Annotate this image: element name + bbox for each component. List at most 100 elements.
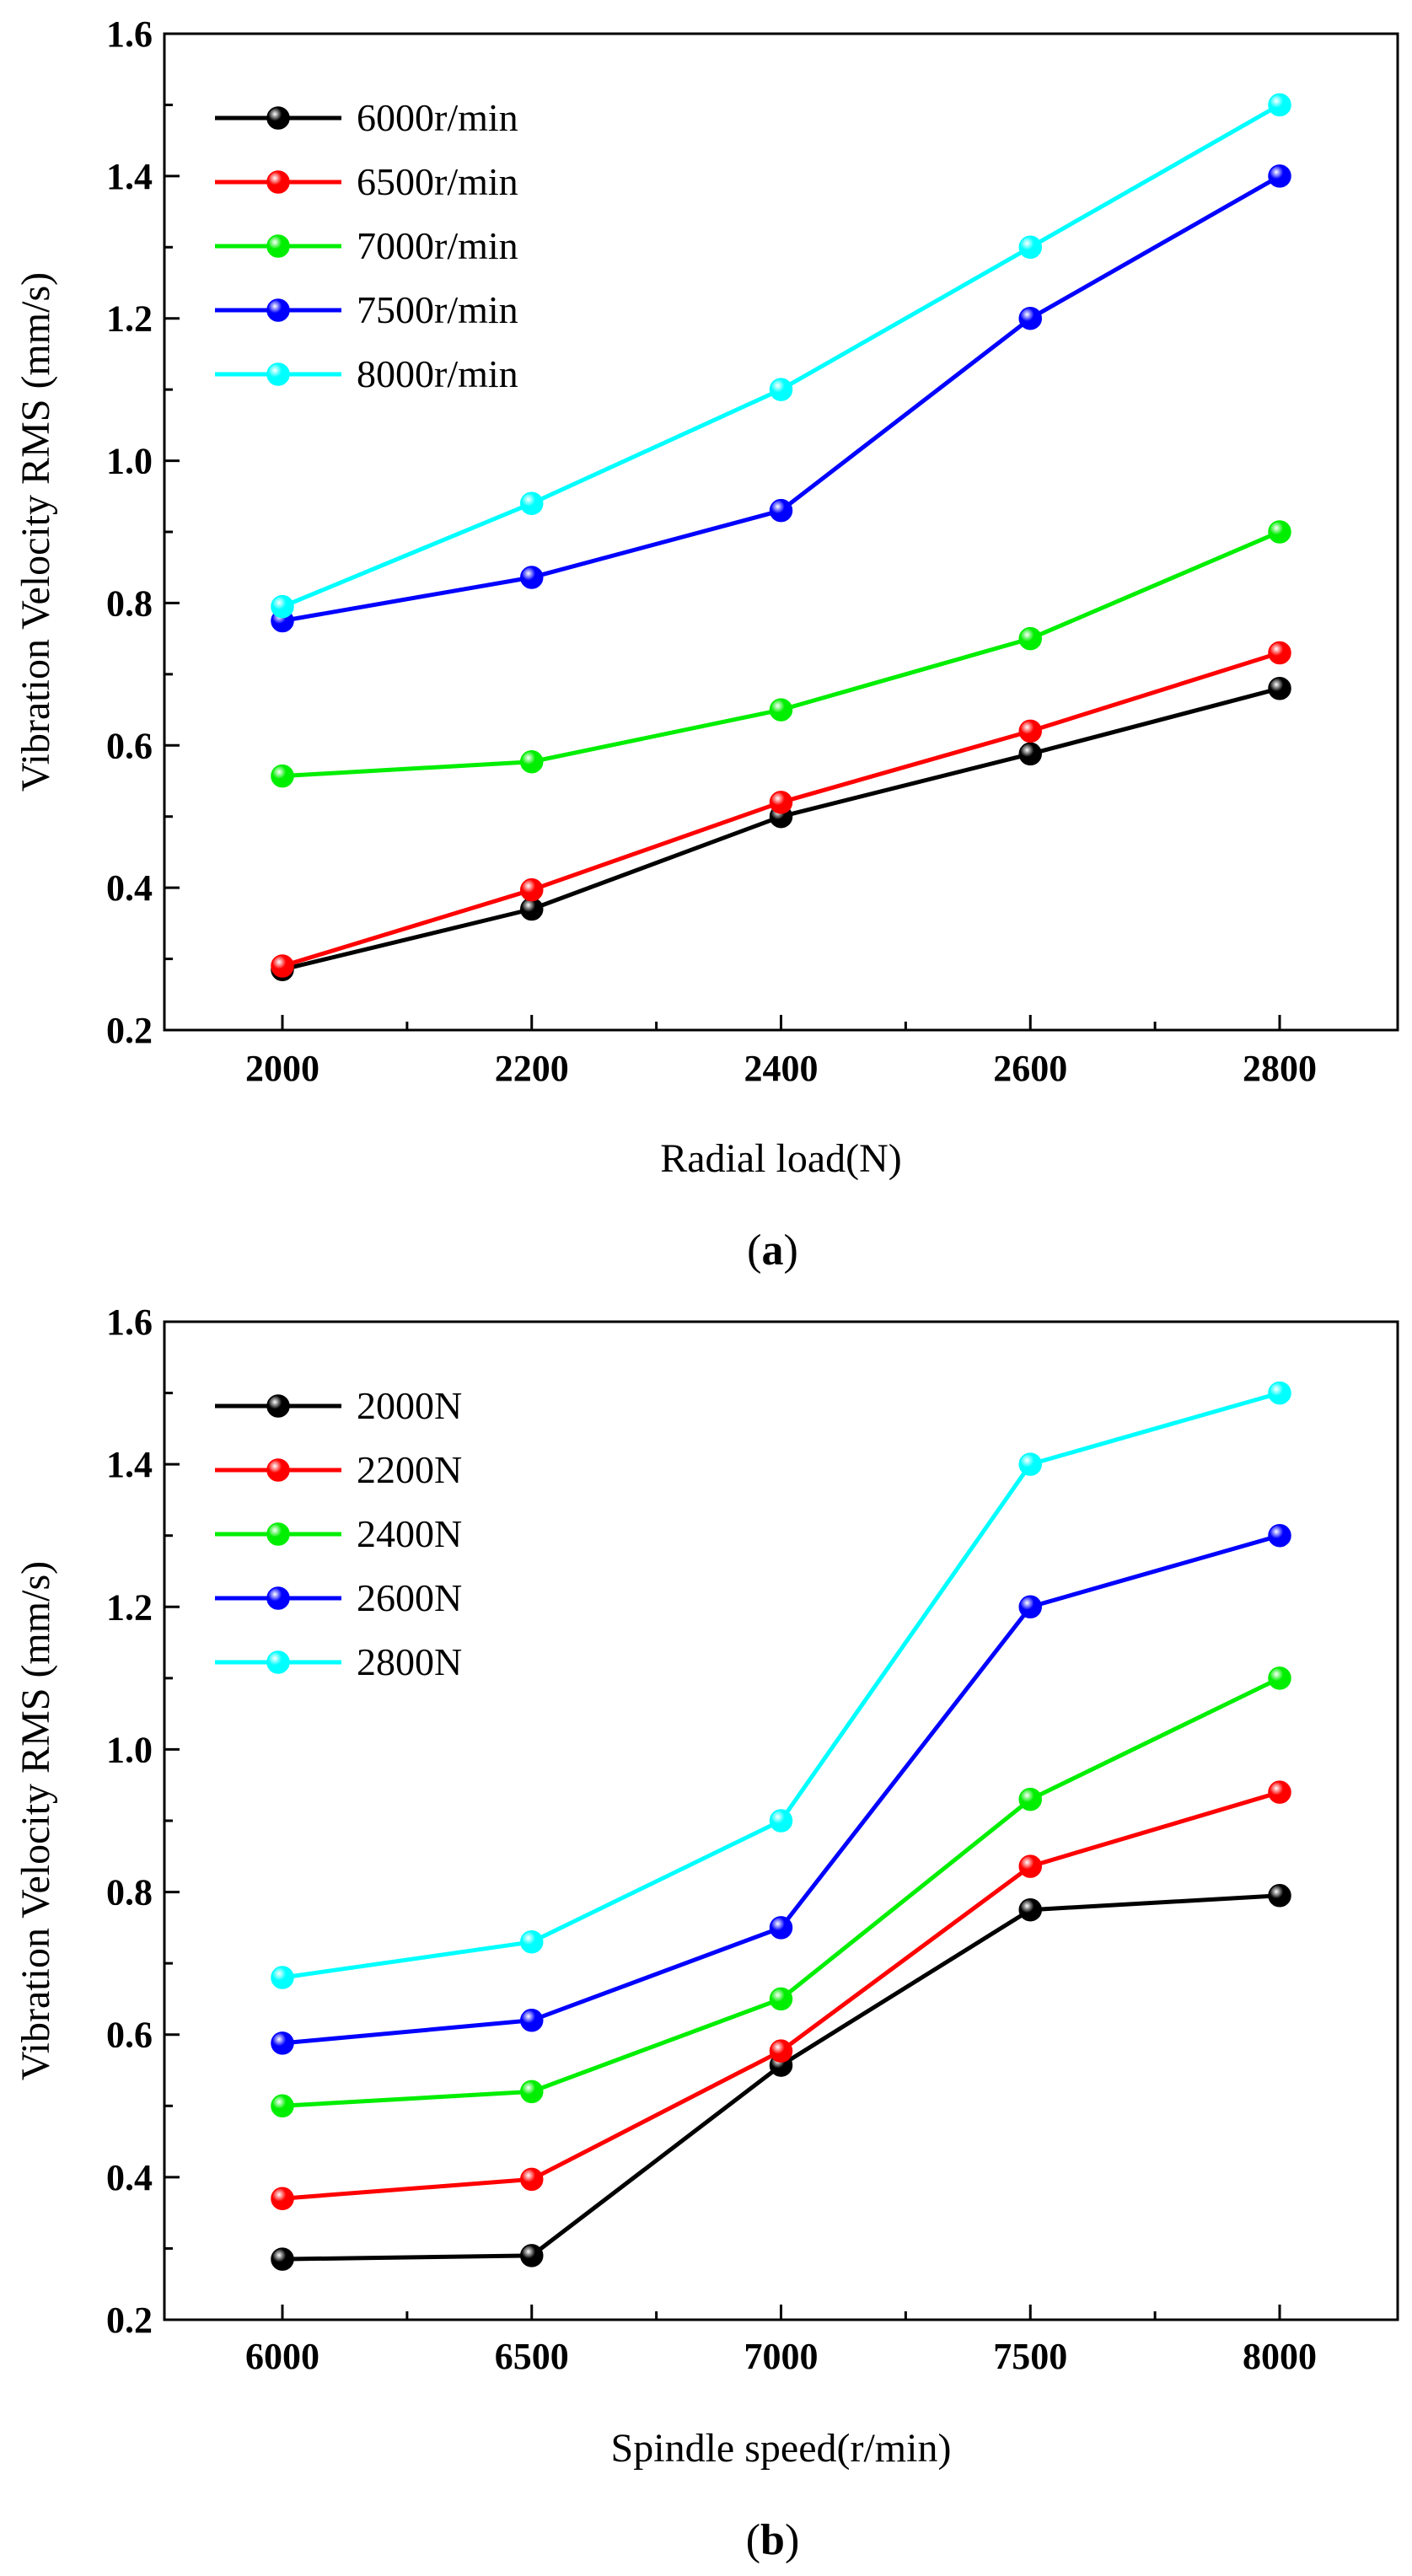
data-point <box>1268 164 1291 188</box>
y-axis-title: Vibration Velocity RMS (mm/s) <box>13 1561 58 2080</box>
legend-marker <box>266 106 290 130</box>
x-axis-title: Radial load(N) <box>660 1136 902 1181</box>
legend-item: 6500r/min <box>215 160 518 203</box>
x-tick-label: 2600 <box>993 1048 1067 1089</box>
data-point <box>271 594 294 619</box>
series-2000N <box>271 1884 1291 2271</box>
data-point <box>271 1966 294 1989</box>
y-tick-label: 0.2 <box>106 1010 153 1051</box>
data-point <box>520 2244 544 2267</box>
legend-item: 2600N <box>215 1576 462 1619</box>
y-tick-label: 1.2 <box>106 298 153 340</box>
x-tick-label: 2000 <box>245 1048 319 1089</box>
x-axis-title: Spindle speed(r/min) <box>611 2426 952 2471</box>
data-point <box>1018 306 1042 330</box>
series-8000r/min <box>271 93 1291 619</box>
data-point <box>520 566 544 589</box>
data-point <box>1268 1523 1291 1548</box>
data-point <box>1268 1780 1291 1804</box>
legend-marker <box>266 298 290 322</box>
legend-item: 7500r/min <box>215 288 518 331</box>
y-tick-label: 0.6 <box>106 2015 153 2056</box>
data-point <box>520 749 544 774</box>
data-point <box>520 2167 544 2192</box>
y-tick-label: 0.4 <box>106 867 153 909</box>
data-point <box>520 877 544 902</box>
x-tick-label: 2200 <box>495 1048 569 1089</box>
data-point <box>1018 1787 1042 1811</box>
legend-item: 7000r/min <box>215 224 518 267</box>
legend-label: 2600N <box>357 1576 462 1619</box>
legend-label: 7000r/min <box>357 224 518 267</box>
series-line <box>282 686 1280 972</box>
data-point <box>1268 1884 1291 1908</box>
legend-marker <box>266 1650 290 1674</box>
chart-panel-a: 0.2 0.4 0.6 0.8 1.0 1.2 1.4 1.6 2000 2200 2400 2600… <box>13 13 1399 1275</box>
panel-label-letter: a <box>762 1226 784 1275</box>
data-point <box>1268 1666 1291 1690</box>
data-point <box>1018 719 1042 743</box>
legend-item: 2000N <box>215 1384 462 1427</box>
data-point <box>769 1987 793 2011</box>
x-tick-label: 6500 <box>495 2336 569 2377</box>
data-point <box>520 2009 544 2032</box>
y-tick-label: 1.6 <box>106 13 153 55</box>
legend-marker <box>266 1586 290 1610</box>
series-2200N <box>271 1780 1291 2210</box>
data-point <box>1268 641 1291 665</box>
series-line <box>282 529 1280 779</box>
y-tick-label: 0.8 <box>106 1872 153 1913</box>
x-tick-label: 2400 <box>744 1048 819 1089</box>
legend-label: 8000r/min <box>357 352 518 395</box>
y-axis-title: Vibration Velocity RMS (mm/s) <box>13 272 58 792</box>
series-6500r/min <box>271 641 1291 978</box>
legend-item: 2400N <box>215 1512 462 1555</box>
y-tick-label: 0.8 <box>106 582 153 624</box>
data-point <box>520 491 544 515</box>
y-tick-label: 1.2 <box>106 1586 153 1628</box>
y-tick-label: 1.6 <box>106 1301 153 1343</box>
data-point <box>271 954 294 978</box>
data-point <box>769 1809 793 1833</box>
data-point <box>271 2094 294 2118</box>
series-2800N <box>271 1381 1291 1989</box>
data-point <box>271 2247 294 2271</box>
x-tick-label: 7000 <box>744 2336 819 2377</box>
data-point <box>520 2080 544 2104</box>
legend-label: 2800N <box>357 1640 462 1683</box>
legend-marker <box>266 234 290 258</box>
data-point <box>1268 93 1291 117</box>
legend-label: 6500r/min <box>357 160 518 203</box>
legend-marker <box>266 1394 290 1418</box>
data-point <box>1018 1595 1042 1619</box>
legend-marker <box>266 1522 290 1546</box>
x-tick-label: 7500 <box>993 2336 1067 2377</box>
x-tick-label: 8000 <box>1243 2336 1317 2377</box>
data-point <box>769 698 793 722</box>
y-tick-label: 0.4 <box>106 2157 153 2198</box>
legend-label: 2000N <box>357 1384 462 1427</box>
data-point <box>1018 235 1042 260</box>
legend-label: 7500r/min <box>357 288 518 331</box>
data-point <box>769 2039 793 2063</box>
data-point <box>1018 1854 1042 1878</box>
data-point <box>1018 626 1042 651</box>
legend-label: 2200N <box>357 1448 462 1491</box>
series-line <box>282 1893 1280 2262</box>
data-point <box>769 498 793 523</box>
y-tick-label: 1.4 <box>106 1444 153 1485</box>
y-tick-label: 0.6 <box>106 725 153 766</box>
y-tick-label: 1.4 <box>106 156 153 197</box>
legend-label: 2400N <box>357 1512 462 1555</box>
data-point <box>769 1916 793 1940</box>
data-point <box>520 1930 544 1954</box>
data-point <box>1268 520 1291 544</box>
data-point <box>769 791 793 814</box>
plot-frame <box>163 32 1399 1032</box>
x-tick-label: 2800 <box>1243 1048 1317 1089</box>
data-point <box>1018 1452 1042 1476</box>
legend-marker <box>266 1458 290 1482</box>
legend-item: 2800N <box>215 1640 462 1683</box>
y-tick-label: 1.0 <box>106 441 153 482</box>
